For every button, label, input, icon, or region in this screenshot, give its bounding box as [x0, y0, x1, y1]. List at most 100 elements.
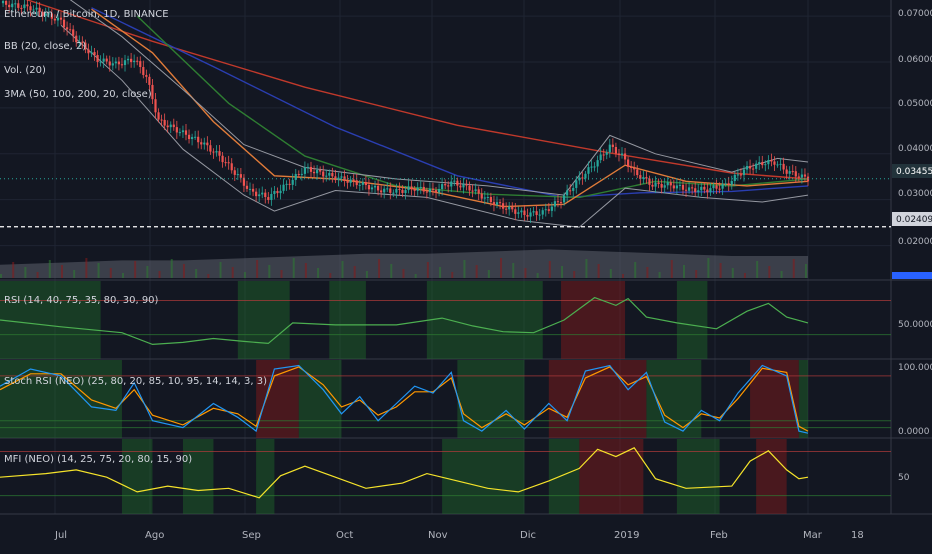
time-tick-label: Feb	[710, 530, 728, 541]
time-tick-label: Sep	[242, 530, 261, 541]
time-tick-label: Ago	[145, 530, 164, 541]
candle-body	[419, 186, 422, 188]
volume-bar	[622, 274, 625, 278]
candle-body	[367, 185, 371, 190]
candle-body	[422, 186, 425, 192]
candle-body	[578, 177, 581, 181]
candle-body	[111, 63, 114, 66]
candle-body	[90, 52, 93, 54]
candle-body	[569, 190, 572, 192]
price-axis: 0.070000 0.060000 0.050000 0.040000 0.03…	[898, 9, 932, 247]
volume-bar	[524, 268, 527, 278]
candle-body	[282, 184, 285, 191]
volume-bar	[756, 261, 759, 278]
candle-body	[14, 3, 17, 5]
candle-body	[267, 197, 270, 200]
candle-body	[654, 182, 657, 187]
candle-body	[392, 192, 395, 194]
candle-body	[401, 189, 404, 194]
candle-body	[23, 4, 26, 9]
candle-body	[584, 173, 587, 179]
volume-bar	[134, 261, 137, 278]
candle-body	[514, 209, 517, 214]
candle-body	[26, 4, 29, 7]
candle-body	[709, 188, 712, 193]
candle-body	[316, 170, 319, 174]
zone-band	[182, 439, 214, 514]
zone-band	[579, 439, 644, 514]
volume-bar	[463, 260, 466, 278]
candle-body	[660, 183, 663, 188]
candle-body	[477, 189, 480, 194]
candle-body	[535, 211, 538, 216]
candle-body	[123, 60, 127, 66]
candle-body	[730, 181, 733, 185]
candle-body	[642, 177, 645, 179]
candle-body	[117, 61, 121, 65]
candle-body	[605, 152, 608, 155]
candle-body	[672, 185, 675, 189]
candle-body	[319, 170, 322, 172]
candle-body	[666, 182, 669, 186]
volume-bar	[536, 273, 539, 278]
candle-body	[233, 170, 236, 175]
price-tick-label: 0.030000	[898, 189, 932, 199]
candle-body	[215, 151, 218, 153]
candle-body	[17, 3, 20, 8]
candle-body	[96, 54, 99, 62]
candle-body	[264, 192, 267, 198]
candle-body	[151, 84, 154, 100]
candle-body	[242, 177, 246, 186]
candle-body	[1, 0, 5, 4]
candle-body	[380, 190, 383, 193]
candle-body	[29, 6, 32, 11]
volume-bar	[231, 267, 234, 278]
volume-bar	[731, 268, 734, 278]
volume-bar	[256, 260, 259, 278]
candle-body	[62, 19, 66, 28]
zone-band	[561, 281, 626, 359]
candle-body	[8, 4, 11, 8]
candle-body	[69, 29, 72, 31]
candle-body	[800, 174, 804, 178]
candle-body	[157, 112, 160, 120]
price-tick-label: 0.060000	[898, 55, 932, 65]
candle-body	[767, 159, 770, 165]
volume-bar	[365, 271, 368, 278]
volume-bar	[682, 265, 685, 278]
candle-body	[465, 184, 468, 186]
candle-body	[428, 188, 432, 193]
current-price-label: 0.034555	[896, 167, 932, 177]
candle-body	[300, 173, 303, 175]
candle-body	[752, 168, 755, 170]
candle-body	[279, 190, 282, 194]
volume-bar	[24, 267, 27, 278]
volume-bar	[707, 258, 710, 278]
volume-bar	[658, 272, 661, 278]
zone-band	[0, 281, 101, 359]
moving-average-line	[91, 8, 809, 208]
candle-body	[142, 67, 145, 75]
volume-bar	[792, 259, 795, 278]
candle-body	[791, 171, 794, 173]
candle-body	[288, 183, 291, 185]
candle-body	[361, 181, 364, 185]
candle-body	[78, 41, 81, 43]
candle-body	[175, 127, 178, 133]
candle-body	[459, 185, 462, 188]
candle-body	[684, 189, 688, 191]
candle-body	[486, 197, 489, 199]
zone-band	[237, 281, 290, 359]
candle-body	[358, 184, 361, 186]
candle-body	[373, 185, 377, 188]
time-tick-label: Oct	[336, 530, 353, 541]
time-tick-label: 2019	[614, 530, 639, 541]
candle-body	[721, 183, 724, 189]
candle-body	[297, 173, 300, 175]
time-tick-label: Mar	[803, 530, 823, 541]
candle-body	[218, 151, 221, 156]
candle-body	[776, 164, 779, 166]
volume-bar	[170, 259, 173, 278]
candle-body	[733, 174, 736, 182]
